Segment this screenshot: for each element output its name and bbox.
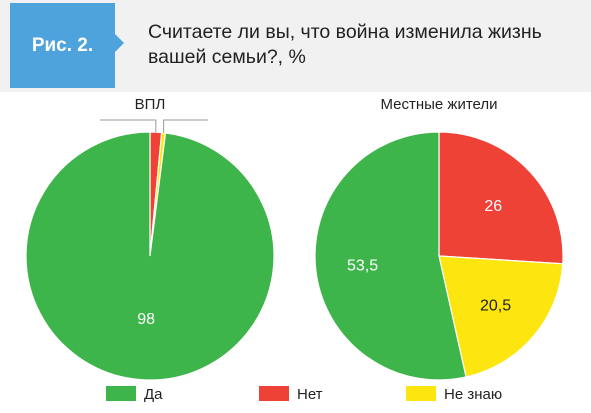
figure-label: Рис. 2.	[10, 3, 115, 88]
vpl-slice-yes	[25, 131, 275, 381]
vpl-leader-no	[100, 119, 157, 133]
legend-swatch-yes	[106, 386, 136, 401]
legend-label-no: Нет	[297, 386, 323, 403]
vpl-label-no: 1,5	[74, 112, 96, 129]
badge-notch	[115, 34, 124, 52]
pie-title-vpl: ВПЛ	[135, 96, 166, 113]
vpl-leader-dont-know	[163, 119, 208, 133]
legend: Да Нет Не знаю	[106, 386, 502, 403]
legend-swatch-no	[259, 386, 289, 401]
vpl-label-yes: 98	[137, 311, 155, 328]
legend-swatch-dont-know	[406, 386, 436, 401]
vpl-label-dont-know: 0,5	[213, 112, 235, 129]
pie-vpl: 1,5 0,5 98	[25, 112, 275, 381]
legend-label-dont-know: Не знаю	[444, 386, 502, 403]
locals-slice-dont-know	[438, 255, 564, 378]
locals-label-yes: 53,5	[347, 257, 378, 274]
locals-slice-no	[438, 131, 564, 265]
locals-label-no: 26	[484, 198, 502, 215]
chart-title: Считаете ли вы, что война изменила жизнь…	[148, 21, 542, 68]
locals-label-dont-know: 20,5	[480, 297, 511, 314]
locals-slice-yes	[314, 131, 467, 381]
pie-title-locals: Местные жители	[380, 96, 497, 113]
pie-locals: 26 20,5 53,5	[314, 131, 564, 381]
legend-label-yes: Да	[144, 386, 163, 403]
